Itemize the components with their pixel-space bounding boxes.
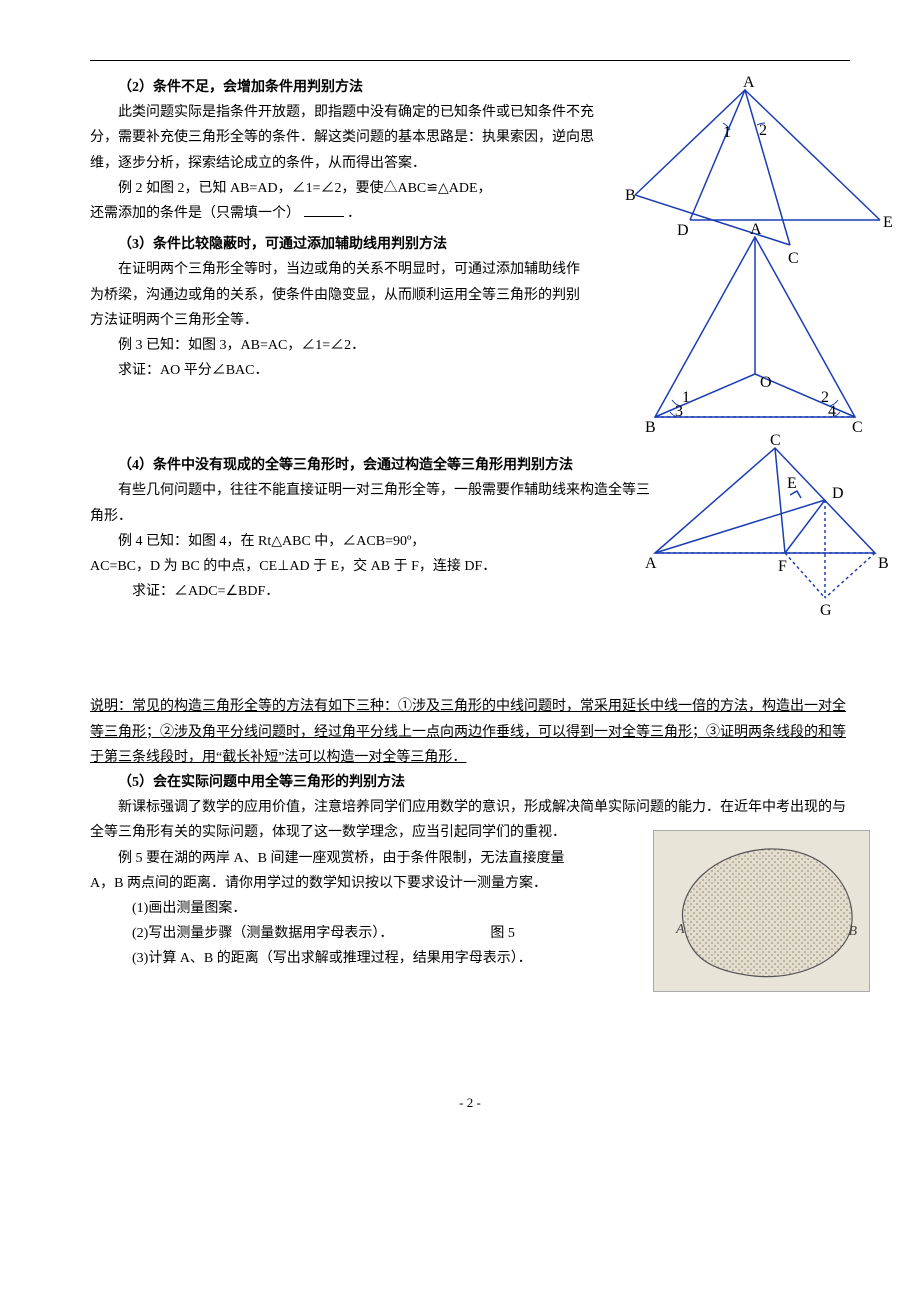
example-4-line1: 例 4 已知：如图 4，在 Rt△ABC 中，∠ACB=90º， [90,529,650,554]
figure-5-caption: 图 5 [490,926,515,941]
example-2-line2: 还需添加的条件是（只需填一个） ． [90,201,610,226]
figure-3: A B C O 1 2 3 4 [640,222,870,451]
fig2-label-B: B [625,187,636,204]
fig2-angle-2: 2 [759,122,767,139]
fig4-label-C: C [770,433,781,449]
figure-4: A B C D E F G [640,433,890,632]
example-2-line2-pre: 还需添加的条件是（只需填一个） [90,206,300,221]
section-2-title: （2）条件不足，会增加条件用判别方法 [90,75,610,100]
example-2-line1: 例 2 如图 2，已知 AB=AD，∠1=∠2，要使△ABC≌△ADE， [90,176,610,201]
section-2: （2）条件不足，会增加条件用判别方法 此类问题实际是指条件开放题，即指题中没有确… [90,75,850,226]
fig2-label-E: E [883,214,893,231]
example-3-line1: 例 3 已知：如图 3，AB=AC，∠1=∠2． [90,333,590,358]
fig2-angle-1: 1 [723,124,731,141]
fig3-angle-1: 1 [682,389,690,406]
example-5-line1: 例 5 要在湖的两岸 A、B 间建一座观赏桥，由于条件限制，无法直接度量 A，B… [90,846,570,896]
fig3-angle-3: 3 [675,403,683,420]
fig5-label-B: B [848,919,857,944]
fig4-label-E: E [787,475,797,492]
figure-5-image: A B [653,830,870,992]
example-5-q2: (2)写出测量步骤（测量数据用字母表示）． [132,926,393,941]
section-4-title: （4）条件中没有现成的全等三角形时，会通过构造全等三角形用判别方法 [90,453,650,478]
fig4-label-F: F [778,558,787,575]
section-4: （4）条件中没有现成的全等三角形时，会通过构造全等三角形用判别方法 有些几何问题… [90,453,850,604]
example-5-q2-row: (2)写出测量步骤（测量数据用字母表示）． 图 5 [90,921,570,946]
fill-blank [304,202,344,217]
section-5: （5）会在实际问题中用全等三角形的判别方法 新课标强调了数学的应用价值，注意培养… [90,770,850,972]
section-2-p1: 此类问题实际是指条件开放题，即指题中没有确定的已知条件或已知条件不充分，需要补充… [90,100,610,176]
fig3-label-A: A [750,222,762,238]
fig4-label-D: D [832,485,844,502]
fig2-label-A: A [743,75,755,91]
section-3-title: （3）条件比较隐蔽时，可通过添加辅助线用判别方法 [90,232,590,257]
section-5-title: （5）会在实际问题中用全等三角形的判别方法 [90,770,850,795]
fig5-label-A: A [676,917,685,942]
example-2-line2-post: ． [347,206,361,221]
fig3-angle-4: 4 [828,403,836,420]
fig4-label-G: G [820,602,832,619]
page-number: - 2 - [90,1091,850,1114]
fig4-label-A: A [645,555,657,572]
construction-note: 说明：常见的构造三角形全等的方法有如下三种：①涉及三角形的中线问题时，常采用延长… [90,694,850,770]
fig3-label-O: O [760,374,772,391]
fig4-label-B: B [878,555,889,572]
section-3-p1: 在证明两个三角形全等时，当边或角的关系不明显时，可通过添加辅助线作为桥梁，沟通边… [90,257,590,333]
example-5-q1: (1)画出测量图案． [90,896,570,921]
section-4-p1: 有些几何问题中，往往不能直接证明一对三角形全等，一般需要作辅助线来构造全等三角形… [90,478,650,528]
example-3-line2: 求证：AO 平分∠BAC． [90,358,590,383]
section-3: （3）条件比较隐蔽时，可通过添加辅助线用判别方法 在证明两个三角形全等时，当边或… [90,232,850,383]
top-rule [90,60,850,61]
